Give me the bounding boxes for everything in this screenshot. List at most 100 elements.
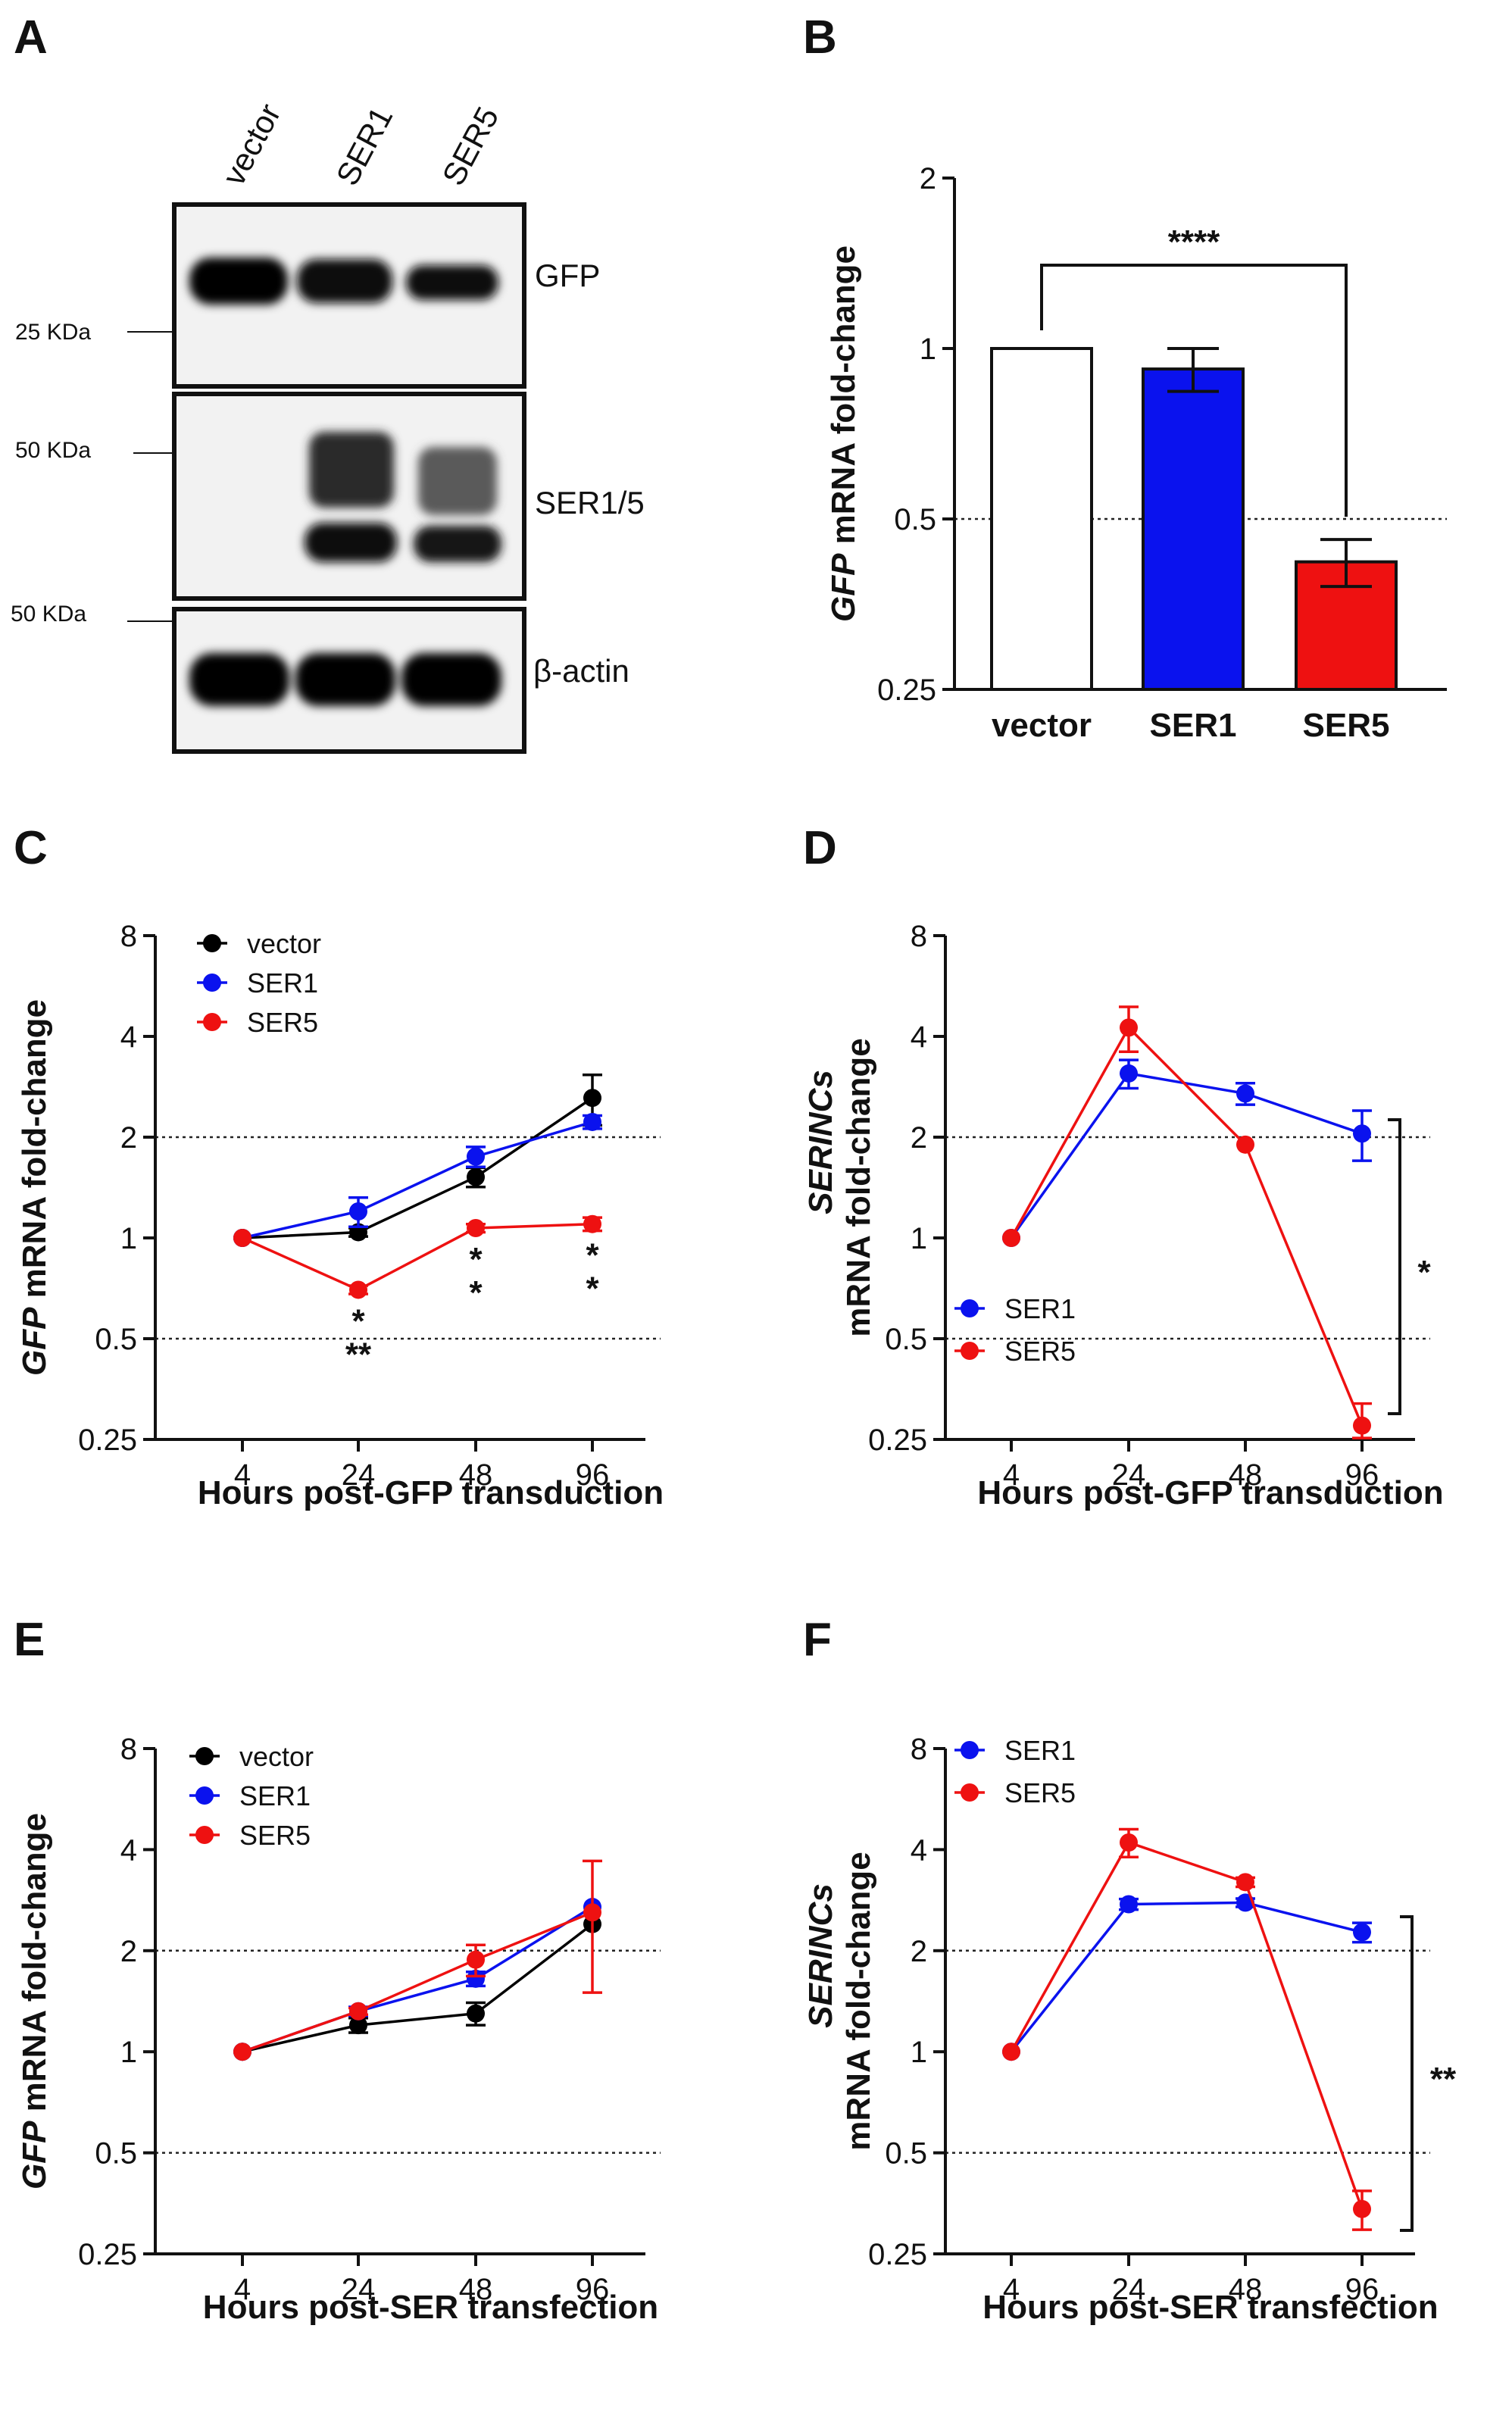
blot-band-label-ser: SER1/5 [535,485,645,520]
point-ser5-24 [1120,1833,1138,1852]
point-ser5-48 [467,1950,485,1969]
x-tick-label-ser5: SER5 [1303,707,1390,744]
y-axis-title-italic: SERINCs [802,1070,839,1214]
point-ser1-24 [1120,1064,1138,1083]
western-blot: vector SER1 SER5 [11,98,645,754]
y-axis-title: GFP mRNA fold-change [16,999,53,1376]
significance-bracket [1388,1118,1401,1415]
bar-vector [990,347,1093,691]
x-tick-label: 96 [1345,1458,1379,1492]
legend-marker-ser5 [203,1013,221,1031]
x-tick-label: 4 [1003,1458,1020,1492]
legend-marker-ser1 [203,974,221,992]
y-tick-label: 1 [120,1222,137,1255]
legend-marker-ser5 [961,1342,979,1360]
y-tick-label: 1 [911,2036,927,2069]
point-ser5-96 [583,1214,601,1233]
x-axis-title: Hours post-SER transfection [203,2289,658,2326]
series-line-ser1 [1010,1071,1363,1239]
y-tick-label: 4 [911,1833,927,1867]
series-line-ser1 [242,1120,593,1239]
point-ser1-96 [1353,1923,1371,1942]
point-ser1-48 [1236,1084,1254,1103]
y-tick-label: 0.25 [78,2238,137,2271]
y-tick-label: 0.5 [885,2137,927,2171]
band-ser5-upper [418,447,497,515]
x-tick-label: 48 [459,2273,493,2306]
point-vector-48 [467,2004,485,2023]
series-line-vector [242,1096,593,1239]
series-line-ser5 [1010,1840,1364,2210]
point-ser1-24 [1120,1895,1138,1914]
band-ser5-lower [414,526,501,562]
y-axis-title-rest: mRNA fold-change [16,1813,53,2121]
point-ser5-96 [1353,2199,1371,2218]
point-ser5-4 [1002,2043,1020,2061]
panel-label-d: D [803,822,837,874]
y-tick-label: 2 [920,162,936,195]
legend-label-ser5: SER5 [1004,1777,1076,1808]
series-line-ser1 [242,1905,593,2053]
point-ser5-4 [233,2043,251,2061]
point-vector-96 [583,1089,601,1108]
point-ser5-24 [349,2002,367,2021]
x-tick-label: 48 [1229,2273,1263,2306]
significance-bracket [1040,264,1348,517]
point-ser1-96 [583,1112,601,1131]
y-tick-label: 0.5 [885,1323,927,1356]
blot-marker-50b: 50 KDa [11,602,86,627]
legend-label-ser5: SER5 [1004,1336,1076,1367]
x-tick-label: 4 [234,1458,251,1492]
annotation-star-black: * [469,1274,483,1311]
band-gfp-ser1 [297,259,392,303]
series-line-ser1 [1010,1901,1363,2053]
x-tick-label: 48 [1229,1458,1263,1492]
legend-label-ser5: SER5 [247,1007,318,1038]
legend-label-ser1: SER1 [247,967,318,999]
point-ser5-48 [1236,1135,1254,1154]
series-line-ser5 [1010,1025,1364,1427]
y-tick-label: 1 [920,333,936,366]
y-tick-label: 0.5 [894,503,936,536]
legend-marker-ser5 [195,1826,214,1844]
y-tick-label: 8 [911,920,927,953]
x-axis-title: Hours post-SER transfection [982,2289,1438,2326]
point-ser5-4 [233,1229,251,1247]
legend-label-ser1: SER1 [239,1780,311,1811]
point-vector-24 [349,2016,367,2035]
point-ser5-96 [583,1903,601,1922]
blot-box-gfp [172,202,526,389]
point-ser5-24 [349,1280,367,1299]
annotation-star-blue: * [586,1237,599,1274]
y-axis-title-rest: mRNA fold-change [16,999,53,1308]
y-tick-label: 0.25 [877,674,936,707]
x-axis-title: Hours post-GFP transduction [977,1474,1443,1511]
bar-ser1 [1142,367,1245,691]
x-tick-label: 4 [234,2273,251,2306]
blot-lane-label-ser5: SER5 [435,101,505,191]
annotation-star-black: ** [345,1336,372,1373]
y-tick-label: 2 [911,1935,927,1968]
y-tick-label: 0.25 [78,1424,137,1457]
blot-marker-50a: 50 KDa [15,438,91,463]
panel-label-a: A [14,11,48,64]
y-tick-label: 2 [120,1121,137,1155]
x-tick-label: 24 [342,1458,376,1492]
blot-lane-label-vector: vector [215,98,287,191]
blot-band-label-actin: β-actin [533,653,629,689]
y-tick-label: 0.5 [95,2137,137,2171]
band-ser1-upper [309,432,394,508]
y-tick-label: 2 [120,1935,137,1968]
y-axis-title: mRNA fold-change [840,1852,877,2150]
y-axis-title-italic: GFP [16,1307,53,1376]
band-actin-ser1 [295,653,395,706]
y-axis-title: GFP mRNA fold-change [825,245,862,622]
x-tick-label: 24 [342,2273,376,2306]
panel-label-b: B [803,11,837,64]
y-tick-label: 8 [120,1733,137,1766]
x-tick-label: 96 [576,1458,610,1492]
point-ser1-96 [1353,1124,1371,1143]
